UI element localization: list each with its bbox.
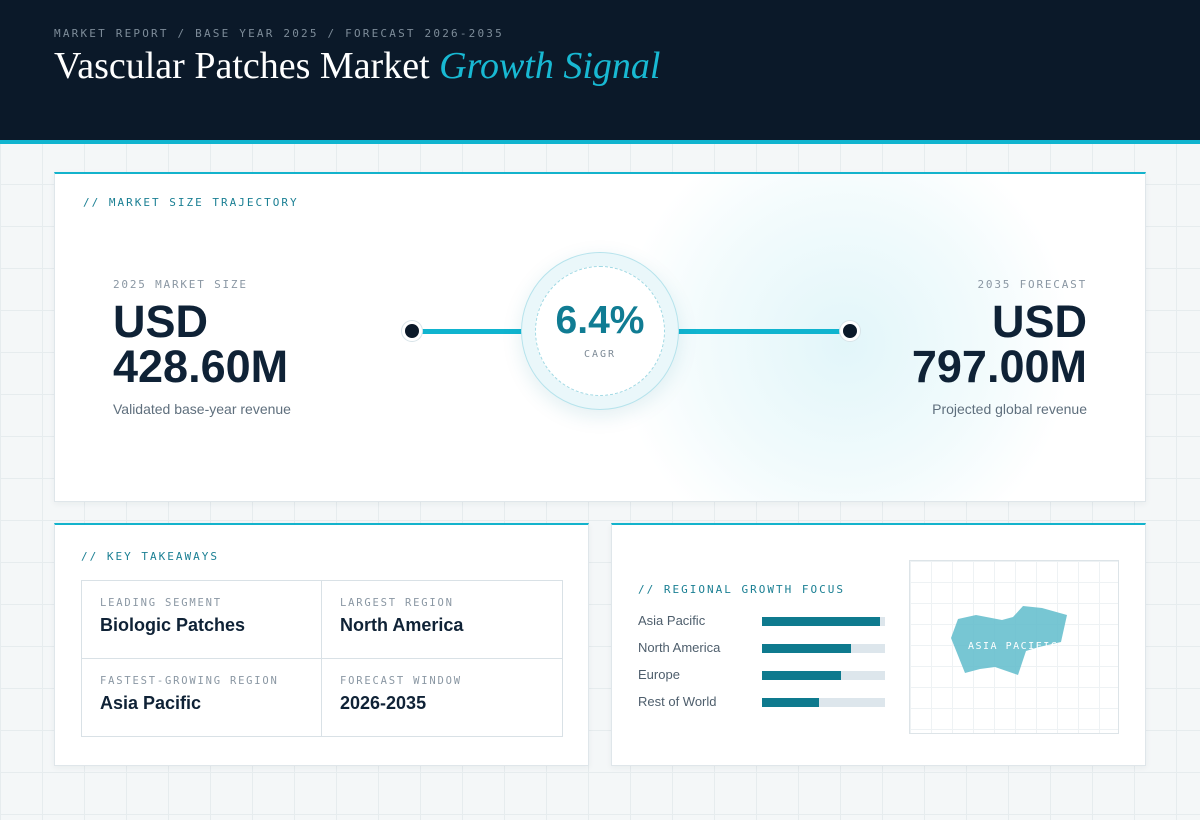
asia-pacific-map-shape (951, 606, 1067, 675)
trajectory-line-right (677, 329, 841, 334)
region-bar-track (762, 698, 885, 707)
region-bar-fill (762, 617, 881, 626)
start-metric: 2025 MARKET SIZE USD 428.60M Validated b… (113, 278, 333, 417)
takeaway-value: Biologic Patches (100, 615, 246, 635)
regional-card-label: // REGIONAL GROWTH FOCUS (638, 583, 845, 596)
region-name: Asia Pacific (638, 613, 706, 628)
end-point-marker (840, 321, 860, 341)
end-metric-subtitle: Projected global revenue (932, 401, 1087, 417)
page-title-accent: Growth Signal (439, 45, 661, 87)
region-bar-row: Rest of World (638, 694, 888, 710)
takeaway-value: Asia Pacific (100, 693, 202, 713)
start-point-marker (402, 321, 422, 341)
market-size-trajectory-card: // MARKET SIZE TRAJECTORY 2025 MARKET SI… (54, 172, 1146, 502)
region-bar-track (762, 644, 885, 653)
region-bar-row: North America (638, 640, 888, 656)
region-name: North America (638, 640, 721, 655)
takeaway-value: 2026-2035 (340, 693, 427, 713)
region-bar-row: Asia Pacific (638, 613, 888, 629)
trajectory-card-label: // MARKET SIZE TRAJECTORY (83, 196, 299, 209)
takeaway-value: North America (340, 615, 464, 635)
page-title-main: Vascular Patches Market (54, 45, 430, 87)
key-takeaways-card: // KEY TAKEAWAYS LEADING SEGMENT Biologi… (54, 523, 589, 766)
region-map: ASIA PACIFIC (909, 560, 1119, 734)
region-bar-track (762, 617, 885, 626)
takeaway-largest-region: LARGEST REGION North America (322, 581, 562, 659)
takeaway-caption: LARGEST REGION (340, 597, 454, 609)
takeaway-caption: FORECAST WINDOW (340, 675, 462, 687)
end-metric-value: USD 797.00M (911, 296, 1087, 392)
cagr-caption: CAGR (583, 349, 617, 360)
takeaways-grid: LEADING SEGMENT Biologic Patches LARGEST… (81, 580, 563, 737)
region-bar-track (762, 671, 885, 680)
start-metric-value: USD 428.60M (113, 296, 289, 392)
region-bar-row: Europe (638, 667, 888, 683)
start-metric-caption: 2025 MARKET SIZE (113, 278, 248, 291)
start-metric-subtitle: Validated base-year revenue (113, 401, 291, 417)
takeaway-fastest-growing-region: FASTEST-GROWING REGION Asia Pacific (82, 659, 322, 737)
takeaway-caption: FASTEST-GROWING REGION (100, 675, 279, 687)
report-header: MARKET REPORT / BASE YEAR 2025 / FORECAS… (0, 0, 1200, 144)
region-bar-fill (762, 698, 819, 707)
cagr-badge-inner: 6.4% CAGR (535, 266, 665, 396)
end-metric: 2035 FORECAST USD 797.00M Projected glob… (867, 278, 1087, 417)
region-name: Europe (638, 667, 680, 682)
cagr-badge: 6.4% CAGR (521, 252, 679, 410)
region-name: Rest of World (638, 694, 717, 709)
takeaway-leading-segment: LEADING SEGMENT Biologic Patches (82, 581, 322, 659)
breadcrumb: MARKET REPORT / BASE YEAR 2025 / FORECAS… (54, 27, 504, 40)
regional-growth-card: // REGIONAL GROWTH FOCUS Asia Pacific No… (611, 523, 1146, 766)
end-metric-caption: 2035 FORECAST (977, 278, 1087, 291)
takeaway-forecast-window: FORECAST WINDOW 2026-2035 (322, 659, 562, 737)
page-title: Vascular Patches Market Growth Signal (54, 44, 660, 88)
region-bar-fill (762, 644, 851, 653)
takeaways-card-label: // KEY TAKEAWAYS (81, 550, 219, 563)
region-bar-fill (762, 671, 841, 680)
cagr-value: 6.4% (555, 299, 645, 342)
takeaway-caption: LEADING SEGMENT (100, 597, 222, 609)
trajectory-line-left (415, 329, 523, 334)
map-region-label: ASIA PACIFIC (968, 641, 1059, 652)
